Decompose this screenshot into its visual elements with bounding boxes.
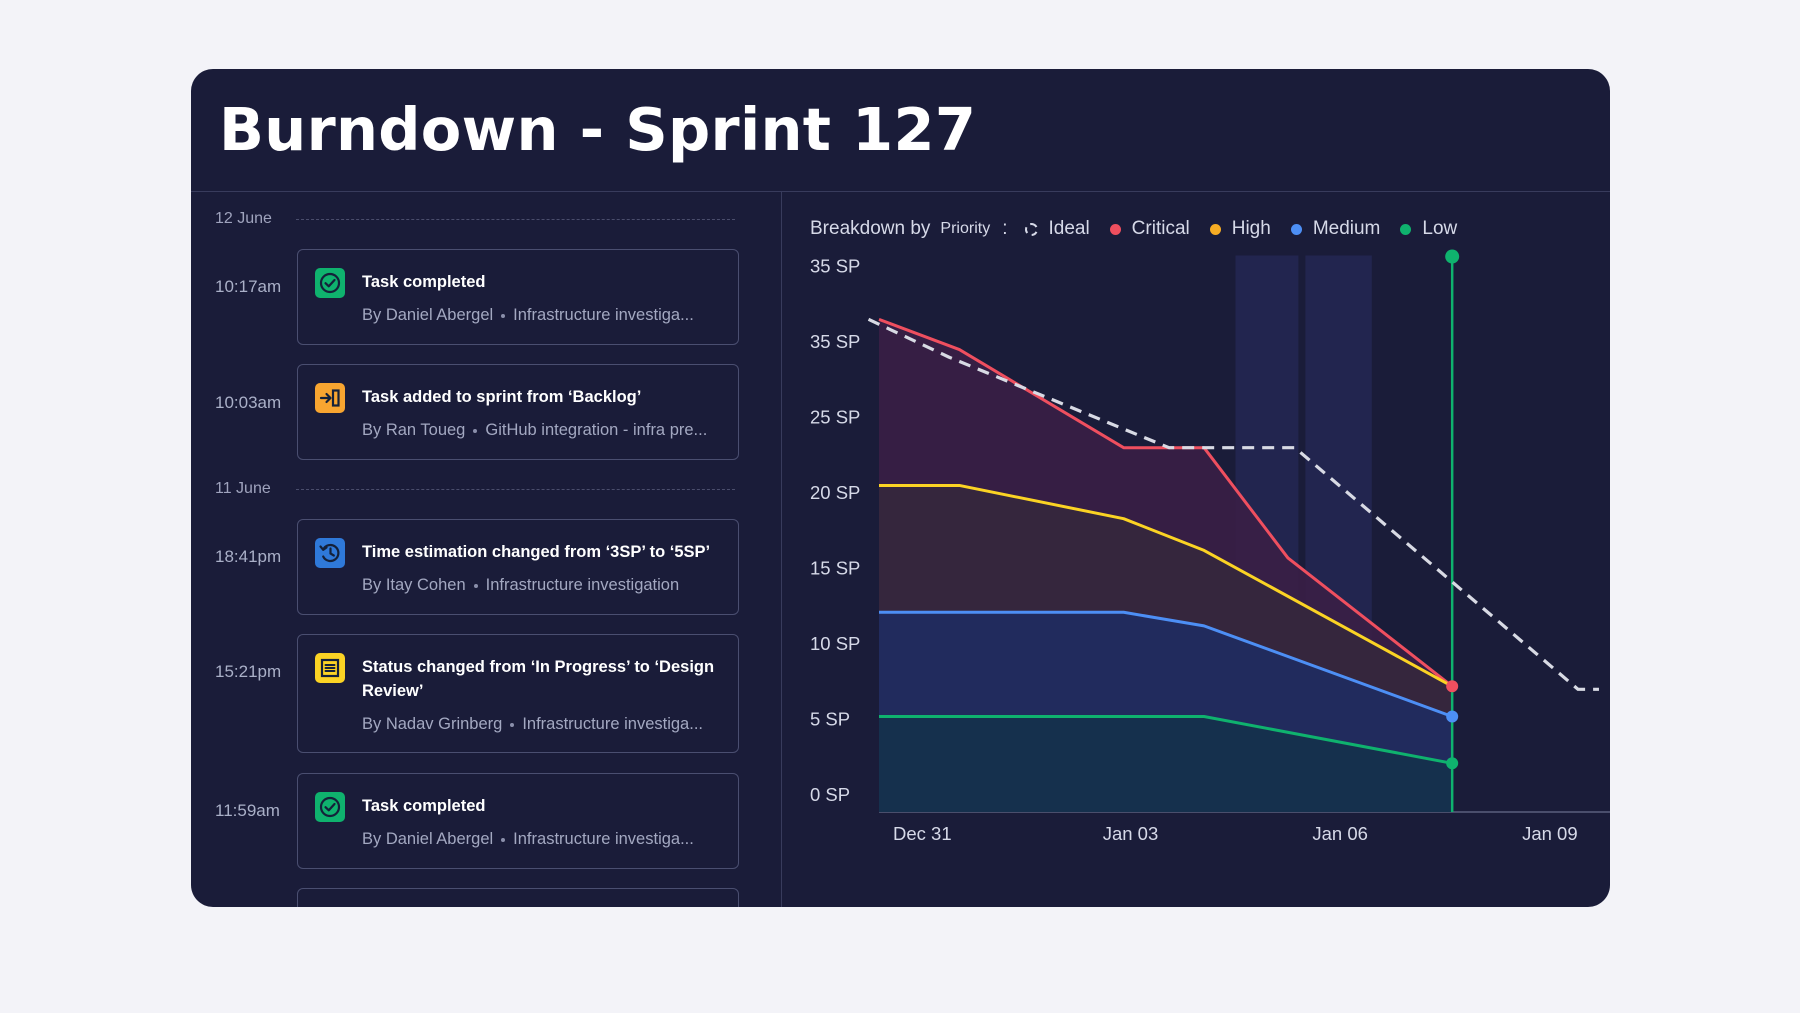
legend-item-low[interactable]: Low — [1400, 218, 1457, 240]
event-meta: By Nadav Grinberg Infrastructure investig… — [362, 715, 724, 734]
event-project[interactable]: Infrastructure investigation — [485, 576, 680, 594]
y-tick-label: 25 SP — [810, 407, 860, 428]
event-time: 11:59am — [215, 801, 280, 820]
event-author: By Daniel Abergel — [362, 830, 494, 848]
activity-event[interactable]: Time estimation changed from ‘3SP’ to ‘5… — [297, 519, 739, 615]
activity-event[interactable] — [297, 888, 739, 907]
ideal-icon — [1025, 222, 1039, 236]
burndown-chart-panel: Breakdown by Priority : Ideal Critical H… — [782, 192, 1610, 907]
event-meta: By Daniel Abergel Infrastructure investig… — [362, 830, 724, 849]
event-author: By Ran Toueg — [362, 421, 466, 439]
endpoint-low — [1446, 757, 1459, 770]
event-title: Task added to sprint from ‘Backlog’ — [362, 388, 642, 406]
separator-dot — [510, 722, 515, 727]
page-title: Burndown - Sprint 127 — [219, 95, 977, 164]
y-tick-label: 5 SP — [810, 709, 850, 730]
time-estimation-icon — [315, 538, 345, 568]
event-meta: By Itay Cohen Infrastructure investigatio… — [362, 576, 724, 595]
burndown-plot[interactable]: 35 SP 35 SP 25 SP 20 SP 15 SP 10 SP 5 SP 0 SP De… — [782, 192, 1610, 907]
event-time: 18:41pm — [215, 547, 282, 566]
area-low — [879, 716, 1453, 812]
dashed-divider — [296, 219, 735, 220]
task-completed-icon — [315, 268, 345, 298]
event-meta: By Ran Toueg GitHub integration - infra p… — [362, 421, 724, 440]
activity-event[interactable]: Task completed By Daniel Abergel Infrastr… — [297, 773, 739, 869]
date-label: 12 June — [215, 210, 272, 227]
date-separator: 11 June — [215, 479, 735, 499]
chart-legend: Breakdown by Priority : Ideal Critical H… — [810, 218, 1477, 240]
separator-dot — [501, 837, 506, 842]
legend-item-ideal[interactable]: Ideal — [1025, 218, 1090, 240]
activity-event[interactable]: Task added to sprint from ‘Backlog’ By R… — [297, 364, 739, 460]
header-divider — [191, 191, 1610, 192]
event-title: Task completed — [362, 273, 486, 291]
event-author: By Itay Cohen — [362, 576, 466, 594]
legend-item-high[interactable]: High — [1209, 218, 1271, 240]
x-tick-label: Jan 06 — [1312, 823, 1368, 844]
medium-dot-icon — [1290, 223, 1302, 235]
event-time: 10:17am — [215, 277, 282, 296]
critical-dot-icon — [1109, 223, 1121, 235]
x-tick-label: Dec 31 — [893, 823, 952, 844]
y-tick-label: 0 SP — [810, 784, 850, 805]
y-tick-label: 10 SP — [810, 633, 860, 654]
endpoint-critical — [1446, 680, 1459, 693]
legend-item-medium[interactable]: Medium — [1290, 218, 1381, 240]
event-project[interactable]: Infrastructure investiga... — [513, 306, 694, 324]
line-medium — [879, 610, 1453, 718]
legend-prefix: Breakdown by — [810, 218, 931, 239]
task-added-icon — [315, 383, 345, 413]
separator-dot — [473, 428, 478, 433]
y-tick-label: 20 SP — [810, 482, 860, 503]
event-time: 10:03am — [215, 393, 282, 412]
event-author: By Daniel Abergel — [362, 306, 494, 324]
date-separator: 12 June — [215, 209, 735, 229]
y-tick-label: 15 SP — [810, 558, 860, 579]
activity-event[interactable]: Status changed from ‘In Progress’ to ‘De… — [297, 634, 739, 753]
legend-label: Low — [1422, 218, 1458, 239]
x-tick-label: Jan 09 — [1522, 823, 1578, 844]
low-dot-icon — [1400, 223, 1412, 235]
burndown-card: Burndown - Sprint 127 12 June 10:17am Ta… — [191, 69, 1610, 907]
panel-divider — [781, 192, 782, 907]
activity-feed[interactable]: 12 June 10:17am Task completed By Daniel… — [191, 192, 781, 907]
legend-label: Ideal — [1048, 218, 1090, 239]
event-project[interactable]: GitHub integration - infra pre... — [485, 421, 708, 439]
separator-dot — [473, 583, 478, 588]
line-high — [879, 483, 1453, 688]
endpoint-medium — [1446, 710, 1459, 723]
line-critical — [878, 317, 1454, 688]
legend-label: Critical — [1131, 218, 1190, 239]
event-author: By Nadav Grinberg — [362, 715, 503, 733]
event-project[interactable]: Infrastructure investiga... — [513, 830, 694, 848]
legend-label: High — [1231, 218, 1271, 239]
today-marker-dot — [1445, 249, 1460, 264]
activity-event[interactable]: Task completed By Daniel Abergel Infrastr… — [297, 249, 739, 345]
event-title: Task completed — [362, 797, 486, 815]
task-completed-icon — [315, 792, 345, 822]
legend-item-critical[interactable]: Critical — [1109, 218, 1190, 240]
legend-label: Medium — [1312, 218, 1381, 239]
legend-colon: : — [1002, 218, 1008, 239]
x-tick-label: Jan 03 — [1103, 823, 1159, 844]
separator-dot — [501, 313, 506, 318]
event-time: 15:21pm — [215, 662, 282, 681]
event-project[interactable]: Infrastructure investiga... — [522, 715, 703, 733]
dashed-divider — [296, 489, 735, 490]
event-meta: By Daniel Abergel Infrastructure investig… — [362, 306, 724, 325]
status-changed-icon — [315, 653, 345, 683]
line-low — [879, 714, 1453, 765]
y-tick-label: 35 SP — [810, 256, 860, 277]
y-tick-label: 35 SP — [810, 331, 860, 352]
event-title: Status changed from ‘In Progress’ to ‘De… — [362, 658, 715, 700]
ideal-line — [867, 317, 1599, 691]
event-title: Time estimation changed from ‘3SP’ to ‘5… — [362, 543, 711, 561]
high-dot-icon — [1209, 223, 1221, 235]
date-label: 11 June — [215, 480, 271, 497]
breakdown-selector[interactable]: Priority — [940, 220, 991, 237]
